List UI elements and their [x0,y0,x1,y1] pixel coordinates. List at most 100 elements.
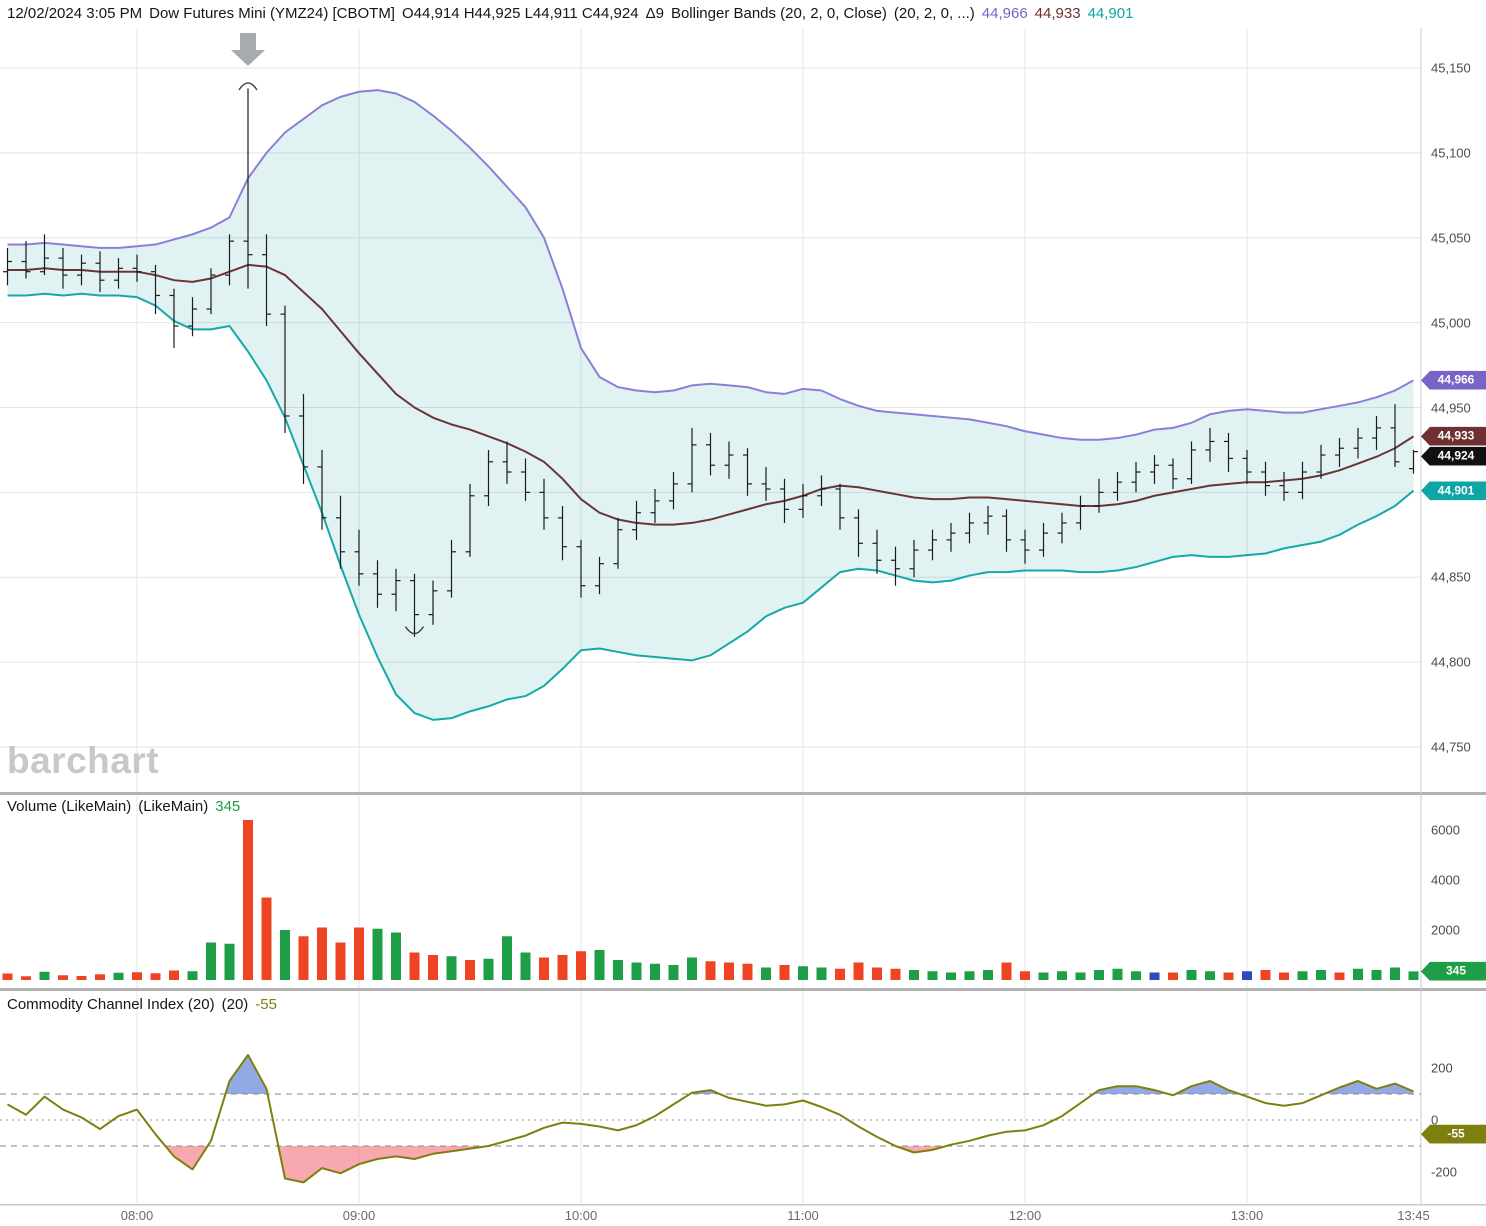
volume-panel-separator [0,792,1486,795]
volume-bar [964,971,975,980]
volume-bar [39,971,50,980]
volume-bar [650,963,660,980]
header-symbol: Dow Futures Mini (YMZ24) [CBOTM] [149,5,395,22]
volume-bar [446,956,457,980]
bollinger-fill [7,90,1414,720]
time-axis-separator [0,1204,1486,1206]
cci-panel-title: Commodity Channel Index (20) (20) -55 [7,996,284,1013]
price-axis-label: 44,750 [1431,739,1471,755]
bollinger-lower-line [7,292,1415,721]
volume-bar [557,955,568,980]
volume-bar [21,976,31,980]
volume-bar [150,973,161,980]
bollinger-upper-line [7,89,1414,441]
down-arrow-annotation[interactable] [231,33,265,66]
bb-middle-badge: 44,933 [1421,426,1486,446]
volume-bar [1205,971,1215,980]
volume-axis-label: 4000 [1431,872,1460,888]
cci-line [7,1054,1414,1184]
price-axis-label: 45,100 [1431,145,1471,161]
volume-bar [1149,972,1160,980]
header-study-params: (20, 2, 0, ...) [893,5,975,22]
volume-bar [502,936,512,980]
volume-bar [1057,971,1067,980]
ohlc-bars [3,88,1418,637]
volume-bar [576,951,586,980]
chart-header: 12/02/2024 3:05 PM Dow Futures Mini (YMZ2… [7,5,1140,22]
price-axis-label: 45,000 [1431,315,1471,331]
time-axis-label: 08:00 [120,1208,154,1223]
volume-bar [132,972,142,980]
volume-bar [428,955,438,980]
volume-bar [1020,971,1030,980]
volume-bar [1279,972,1289,980]
volume-bar [705,961,716,980]
price-axis-label: 44,950 [1431,400,1471,415]
volume-bar [890,968,901,980]
volume-bar [243,820,253,980]
volume-bar [483,958,494,980]
volume-bar [835,968,845,980]
volume-bar [1094,970,1104,980]
volume-bar [280,930,290,980]
volume-bar [1038,972,1049,980]
volume-bar [983,970,993,980]
volume-bar [317,927,327,980]
bb-middle-value: 44,933 [1034,5,1081,22]
volume-bar [372,928,383,980]
volume-bar [1390,967,1400,980]
price-axis-label: 44,800 [1431,654,1471,670]
header-datetime: 12/02/2024 3:05 PM [7,5,143,22]
volume-bar [742,963,753,980]
volume-title-label[interactable]: Volume (LikeMain) [7,798,132,815]
volume-bar [1371,970,1382,980]
bollinger-middle-line [7,263,1415,526]
volume-bar [1334,972,1345,980]
header-study-label[interactable]: Bollinger Bands (20, 2, 0, Close) [670,5,887,22]
volume-bar [631,962,642,980]
cci-axis-label: -200 [1431,1164,1458,1180]
bb-upper-badge: 44,966 [1421,370,1486,390]
volume-bar [2,973,13,980]
barchart-logo: barchart [7,740,160,781]
cci-title-label[interactable]: Commodity Channel Index (20) [7,996,215,1013]
volume-bar [872,967,882,980]
bollinger-bands [7,89,1415,721]
volume-last-value: 345 [215,798,241,815]
volume-bar [261,897,272,980]
header-ohlc-values: O44,914 H44,925 L44,911 C44,924 [401,5,639,22]
cci-overbought-fill [225,1055,1414,1094]
volume-bar [1260,970,1271,980]
volume-bar [169,970,179,980]
cci-badge: -55 [1421,1124,1486,1144]
volume-panel-title: Volume (LikeMain) (LikeMain) 345 [7,798,247,815]
volume-bar [909,970,919,980]
volume-bar [798,966,808,980]
volume-bar [853,962,864,980]
last-price-badge: 44,924 [1421,446,1486,466]
volume-bar [95,974,105,980]
volume-bar [1297,971,1308,980]
cci-axis-label: 200 [1431,1060,1453,1076]
cci-oversold-fill [165,1146,947,1183]
swing-low-arc-annotation[interactable] [404,626,425,635]
time-axis-label: 09:00 [342,1208,376,1223]
cci-panel-separator [0,988,1486,991]
bb-lower-value: 44,901 [1087,5,1134,22]
gridlines [0,28,1421,1204]
volume-bar [1168,972,1178,980]
volume-title-params: (LikeMain) [138,798,209,815]
price-axis-label: 44,850 [1431,569,1471,585]
volume-bar [539,957,549,980]
volume-bar [391,932,401,980]
volume-bar [1112,968,1123,980]
volume-bar [1131,971,1141,980]
volume-badge: 345 [1421,961,1486,981]
volume-bar [668,965,679,980]
volume-bar [354,927,364,980]
volume-bar [613,960,623,980]
volume-bar [927,971,938,980]
volume-bar [1316,970,1326,980]
swing-high-arc-annotation[interactable] [238,82,258,91]
